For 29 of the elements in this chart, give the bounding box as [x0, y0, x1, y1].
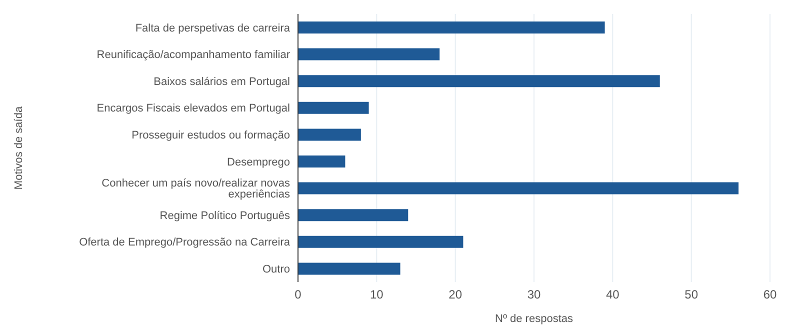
- bar: [298, 128, 361, 141]
- y-axis-title: Motivos de saída: [12, 106, 25, 190]
- x-tick-label: 40: [606, 288, 620, 302]
- bar: [298, 156, 346, 168]
- bar: [298, 48, 440, 60]
- y-tick-label: Regime Político Português: [160, 210, 290, 222]
- x-tick-label: 30: [527, 288, 541, 302]
- x-tick-label: 10: [370, 288, 384, 302]
- y-tick-label: Prosseguir estudos ou formação: [132, 130, 290, 142]
- bar: [298, 236, 464, 248]
- y-tick-label: Encargos Fiscais elevados em Portugal: [96, 102, 290, 115]
- y-tick-label: Outro: [262, 264, 290, 276]
- x-tick-label: 20: [448, 288, 462, 302]
- y-tick-label: Falta de perspetivas de carreira: [135, 22, 291, 34]
- bar: [298, 75, 660, 88]
- x-axis-title: Nº de respostas: [495, 313, 574, 325]
- y-tick-label: Oferta de Emprego/Progressão na Carreira: [79, 236, 291, 249]
- y-tick-label: Desemprego: [227, 156, 290, 168]
- y-tick-label: Baixos salários em Portugal: [154, 76, 290, 88]
- bar: [298, 209, 408, 222]
- bar: [298, 102, 369, 114]
- bar: [298, 22, 605, 34]
- bar: [298, 182, 739, 194]
- y-tick-label: Reunificação/acompanhamento familiar: [96, 49, 290, 62]
- x-tick-label: 0: [294, 288, 302, 302]
- bar: [298, 262, 400, 275]
- x-tick-label: 60: [763, 288, 777, 302]
- y-tick-label: Conhecer um país novo/realizar novas experiências: [102, 178, 290, 201]
- x-tick-label: 50: [684, 288, 698, 302]
